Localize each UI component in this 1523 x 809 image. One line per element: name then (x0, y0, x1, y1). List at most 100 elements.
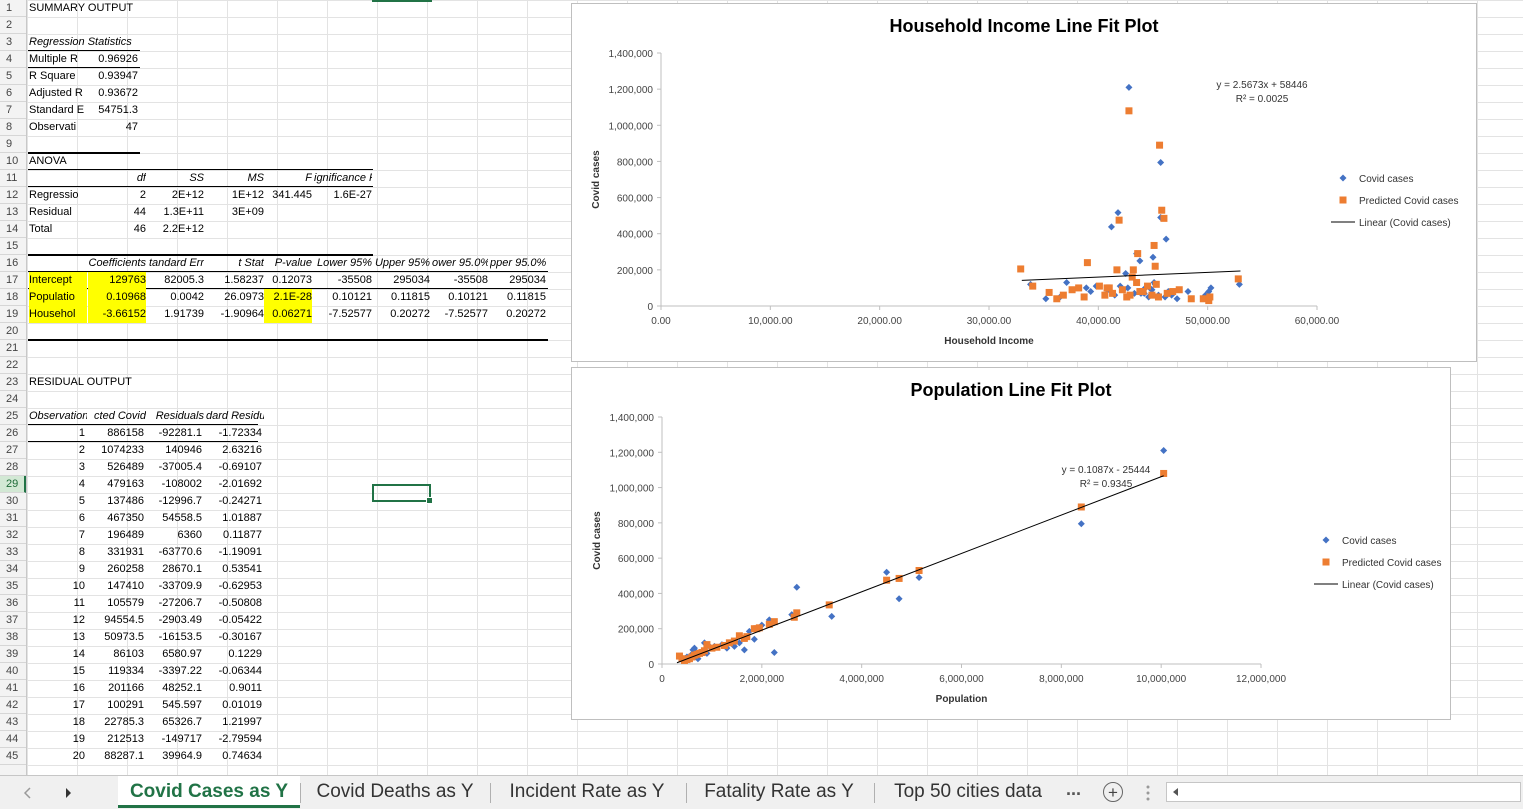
row-header[interactable]: 21 (0, 340, 26, 357)
residual-cell[interactable]: -2.79594 (218, 733, 262, 745)
row-header[interactable]: 36 (0, 595, 26, 612)
anova-cell[interactable]: 2E+12 (171, 189, 204, 201)
residual-header[interactable]: Observation (29, 410, 87, 422)
coef-cell[interactable]: -7.52577 (444, 308, 488, 320)
residual-cell[interactable]: -0.06344 (218, 665, 262, 677)
summary-output-title[interactable]: SUMMARY OUTPUT (29, 2, 134, 14)
residual-cell[interactable]: 479163 (107, 478, 144, 490)
coef-cell[interactable]: 0.20272 (390, 308, 430, 320)
residual-cell[interactable]: 140946 (165, 444, 202, 456)
residual-cell[interactable]: 331931 (107, 546, 144, 558)
regression-stats-header[interactable]: Regression Statistics (29, 36, 132, 48)
residual-header[interactable]: dard Residuals (206, 410, 264, 422)
stat-label[interactable]: R Square (29, 70, 76, 82)
row-header[interactable]: 43 (0, 714, 26, 731)
row-header[interactable]: 9 (0, 136, 26, 153)
sheet-tab[interactable]: Covid Cases as Y (118, 776, 300, 808)
anova-cell[interactable]: 1.3E+11 (163, 206, 204, 218)
row-header[interactable]: 44 (0, 731, 26, 748)
residual-cell[interactable]: 6 (78, 512, 85, 524)
row-header[interactable]: 33 (0, 544, 26, 561)
coef-cell[interactable]: 1.91739 (164, 308, 204, 320)
row-header[interactable]: 45 (0, 748, 26, 765)
coef-cell[interactable]: -3.66152 (88, 306, 146, 323)
residual-cell[interactable]: 8 (78, 546, 85, 558)
row-header[interactable]: 14 (0, 221, 26, 238)
residual-cell[interactable]: 94554.5 (104, 614, 144, 626)
residual-cell[interactable]: 54558.5 (162, 512, 202, 524)
coef-cell[interactable]: 0.0042 (170, 291, 204, 303)
row-header[interactable]: 34 (0, 561, 26, 578)
residual-cell[interactable]: 48252.1 (162, 682, 202, 694)
row-header[interactable]: 30 (0, 493, 26, 510)
anova-cell[interactable]: 44 (133, 206, 146, 218)
scrollbar-left-arrow-icon[interactable] (1171, 787, 1181, 797)
stat-label[interactable]: Multiple R (29, 53, 78, 65)
coef-header[interactable]: P-value (274, 257, 312, 269)
row-header[interactable]: 8 (0, 119, 26, 136)
residual-cell[interactable]: 2 (78, 444, 85, 456)
residual-cell[interactable]: -37005.4 (158, 461, 202, 473)
scroll-left-icon[interactable] (22, 787, 34, 799)
anova-cell[interactable]: 2 (139, 189, 146, 201)
coef-cell[interactable]: 0.06271 (264, 306, 312, 323)
coef-row-label[interactable]: Populatio (29, 289, 87, 306)
coef-cell[interactable]: -7.52577 (328, 308, 372, 320)
anova-cell[interactable]: 341.445 (272, 189, 312, 201)
row-header[interactable]: 10 (0, 153, 26, 170)
row-header[interactable]: 24 (0, 391, 26, 408)
coef-cell[interactable]: 0.10121 (448, 291, 488, 303)
row-header[interactable]: 37 (0, 612, 26, 629)
residual-cell[interactable]: 0.01019 (222, 699, 262, 711)
anova-header[interactable]: ignificance F (314, 172, 372, 184)
stat-value[interactable]: 47 (125, 121, 138, 133)
residual-cell[interactable]: 5 (78, 495, 85, 507)
row-header[interactable]: 29 (0, 476, 26, 493)
residual-cell[interactable]: 15 (72, 665, 85, 677)
coef-row-label[interactable]: Househol (29, 306, 87, 323)
residual-cell[interactable]: 105579 (107, 597, 144, 609)
stat-value[interactable]: 0.96926 (98, 53, 138, 65)
coef-cell[interactable]: 295034 (509, 274, 546, 286)
residual-cell[interactable]: 10 (72, 580, 85, 592)
residual-cell[interactable]: -27206.7 (158, 597, 202, 609)
stat-value[interactable]: 0.93672 (98, 87, 138, 99)
coef-header[interactable]: t Stat (238, 257, 264, 269)
anova-title[interactable]: ANOVA (29, 155, 67, 167)
coef-cell[interactable]: 1.58237 (224, 274, 264, 286)
coef-cell[interactable]: 0.20272 (506, 308, 546, 320)
coef-header[interactable]: ower 95.0% (432, 257, 488, 269)
stat-value[interactable]: 54751.3 (98, 104, 138, 116)
residual-cell[interactable]: 18 (72, 716, 85, 728)
coef-cell[interactable]: 0.12073 (272, 274, 312, 286)
stat-value[interactable]: 0.93947 (98, 70, 138, 82)
residual-cell[interactable]: -2903.49 (158, 614, 202, 626)
row-header[interactable]: 5 (0, 68, 26, 85)
residual-cell[interactable]: 19 (72, 733, 85, 745)
residual-cell[interactable]: 0.53541 (222, 563, 262, 575)
population-line-fit-chart[interactable]: Population Line Fit Plot 0 200,000 400,000 6… (571, 367, 1451, 720)
residual-cell[interactable]: 0.9011 (229, 682, 262, 694)
row-header[interactable]: 13 (0, 204, 26, 221)
row-header[interactable]: 6 (0, 85, 26, 102)
sheet-tab[interactable]: Top 50 cities data (894, 781, 1042, 802)
row-header[interactable]: 18 (0, 289, 26, 306)
residual-cell[interactable]: -0.30167 (218, 631, 262, 643)
residual-cell[interactable]: 9 (78, 563, 85, 575)
residual-cell[interactable]: 467350 (107, 512, 144, 524)
coef-cell[interactable]: 129763 (88, 272, 146, 289)
residual-cell[interactable]: -0.69107 (218, 461, 262, 473)
anova-cell[interactable]: 1E+12 (231, 189, 264, 201)
residual-cell[interactable]: 137486 (107, 495, 144, 507)
anova-cell[interactable]: 46 (133, 223, 146, 235)
row-header[interactable]: 1 (0, 0, 26, 17)
residual-cell[interactable]: 886158 (107, 427, 144, 439)
residual-cell[interactable]: -12996.7 (158, 495, 202, 507)
row-header[interactable]: 19 (0, 306, 26, 323)
sheet-tab[interactable]: Covid Deaths as Y (316, 781, 474, 802)
coef-cell[interactable]: 26.0973 (224, 291, 264, 303)
residual-cell[interactable]: 526489 (107, 461, 144, 473)
residual-cell[interactable]: 2.63216 (222, 444, 262, 456)
row-header[interactable]: 22 (0, 357, 26, 374)
residual-cell[interactable]: 1.01887 (222, 512, 262, 524)
